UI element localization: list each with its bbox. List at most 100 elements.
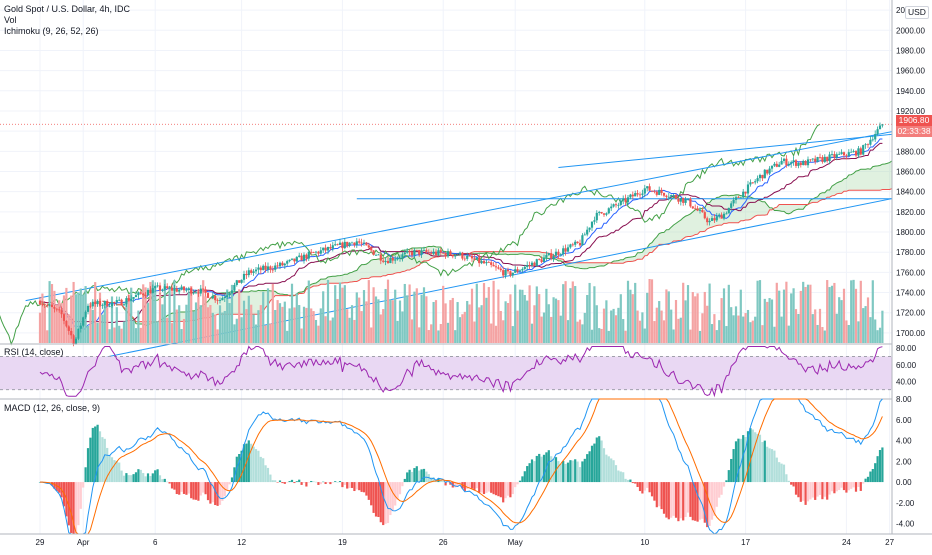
volume-bar: [710, 324, 714, 343]
macd-histogram-bar: [365, 482, 368, 496]
volume-bar: [586, 294, 589, 343]
volume-bar: [734, 306, 738, 343]
volume-bar: [792, 288, 795, 343]
macd-histogram-bar: [163, 478, 166, 483]
macd-histogram-bar: [600, 440, 603, 483]
macd-histogram-bar: [506, 482, 510, 496]
macd-histogram-bar: [634, 482, 637, 484]
volume-bar: [446, 322, 450, 343]
candle-body: [814, 158, 817, 162]
candle-body: [874, 134, 877, 140]
volume-bar: [854, 288, 858, 343]
candle-body: [384, 260, 387, 262]
macd-histogram-bar: [658, 482, 661, 507]
volume-bar: [871, 280, 874, 343]
volume-bar: [830, 285, 834, 343]
volume-bar: [550, 316, 553, 343]
macd-histogram-bar: [106, 447, 109, 483]
volume-bar: [163, 279, 166, 343]
price-tick-label: 1700.00: [896, 329, 925, 338]
volume-bar: [730, 307, 733, 343]
macd-histogram-bar: [682, 482, 685, 521]
macd-histogram-bar: [209, 482, 212, 504]
macd-histogram-bar: [218, 482, 222, 505]
currency-badge[interactable]: USD: [905, 6, 929, 19]
macd-histogram-bar: [574, 459, 577, 483]
volume-bar: [46, 330, 49, 343]
macd-histogram-bar: [806, 482, 810, 502]
candle-body: [684, 199, 687, 203]
volume-bar: [173, 280, 176, 343]
candle-body: [739, 197, 742, 199]
candle-body: [55, 308, 58, 310]
macd-legend[interactable]: MACD (12, 26, close, 9): [4, 403, 101, 413]
volume-bar: [744, 313, 747, 343]
candle-body: [422, 250, 426, 251]
macd-histogram-bar: [869, 471, 872, 483]
macd-histogram-bar: [504, 482, 507, 499]
candle-body: [108, 306, 111, 308]
macd-histogram-bar: [86, 448, 90, 483]
candle-body: [130, 298, 133, 301]
candle-body: [605, 213, 608, 215]
candle-body: [722, 213, 726, 219]
candle-body: [192, 292, 195, 294]
candle-body: [473, 258, 476, 260]
macd-histogram-bar: [185, 482, 188, 495]
macd-tick-label: 0.00: [896, 478, 912, 487]
candle-body: [626, 197, 630, 203]
volume-bar: [845, 320, 848, 343]
macd-histogram-bar: [480, 482, 483, 493]
candle-body: [91, 301, 94, 307]
macd-histogram-bar: [458, 482, 462, 485]
macd-histogram-bar: [689, 482, 692, 517]
candle-body: [648, 186, 651, 191]
volume-bar: [298, 305, 301, 343]
volume-bar: [780, 316, 783, 343]
volume-legend[interactable]: Vol: [4, 15, 17, 25]
macd-histogram-bar: [206, 482, 210, 501]
symbol-title[interactable]: Gold Spot / U.S. Dollar, 4h, IDC: [4, 4, 131, 14]
macd-pane: [0, 398, 932, 535]
volume-bar: [588, 282, 591, 343]
candle-body: [600, 211, 603, 214]
volume-bar: [768, 298, 771, 343]
rsi-tick-label: 40.00: [896, 377, 917, 386]
ichimoku-legend[interactable]: Ichimoku (9, 26, 52, 26): [4, 26, 99, 36]
volume-bar: [864, 306, 867, 343]
volume-bar: [245, 309, 248, 343]
volume-bar: [58, 300, 61, 343]
candle-body: [646, 186, 649, 189]
macd-histogram-bar: [840, 482, 843, 488]
volume-bar: [684, 300, 687, 343]
macd-histogram-bar: [240, 450, 243, 483]
macd-histogram-bar: [718, 482, 721, 498]
macd-histogram-bar: [269, 474, 272, 483]
volume-bar: [65, 287, 68, 343]
macd-histogram-bar: [478, 482, 481, 493]
volume-bar: [442, 285, 445, 343]
macd-tick-label: 8.00: [896, 395, 912, 404]
macd-histogram-bar: [862, 482, 865, 484]
candle-body: [766, 169, 769, 174]
volume-bar: [257, 310, 260, 343]
candle-body: [830, 154, 834, 155]
candle-body: [878, 125, 882, 130]
volume-bar: [751, 320, 754, 343]
volume-bar: [811, 314, 814, 343]
macd-histogram-bar: [578, 467, 582, 483]
candle-body: [468, 255, 471, 257]
macd-histogram-bar: [485, 482, 488, 493]
macd-histogram-bar: [238, 454, 241, 483]
macd-histogram-bar: [298, 479, 301, 483]
macd-histogram-bar: [158, 475, 162, 483]
macd-histogram-bar: [722, 482, 726, 487]
rsi-legend[interactable]: RSI (14, close): [4, 347, 64, 357]
candle-body: [758, 174, 762, 179]
volume-bar: [677, 318, 680, 343]
macd-histogram-bar: [782, 464, 786, 483]
candle-body: [694, 208, 697, 210]
macd-histogram-bar: [439, 479, 442, 483]
